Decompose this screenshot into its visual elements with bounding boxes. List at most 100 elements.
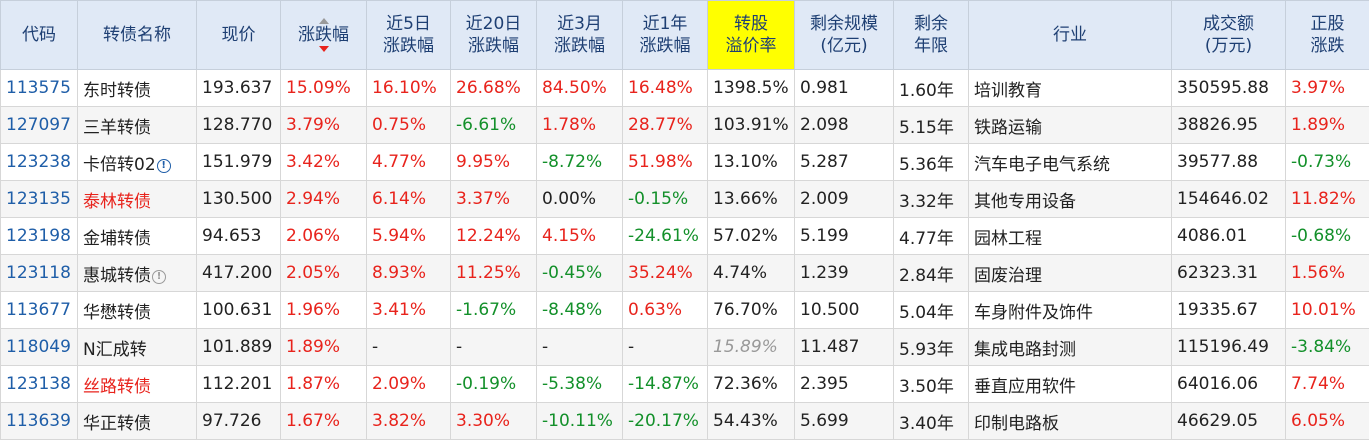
- cell-code[interactable]: 118049: [0, 328, 78, 366]
- cell-scale-text: 2.395: [800, 374, 849, 394]
- cell-chg3m-text: -8.48%: [542, 300, 603, 320]
- cell-code[interactable]: 127097: [0, 106, 78, 144]
- cell-price: 101.889: [196, 328, 281, 366]
- info-icon[interactable]: !: [152, 269, 166, 284]
- header-years[interactable]: 剩余 年限: [893, 0, 969, 70]
- cell-code-text[interactable]: 113575: [6, 78, 71, 98]
- cell-stock-text: 11.82%: [1291, 189, 1356, 209]
- cell-stock: -0.73%: [1285, 143, 1369, 181]
- header-chg1y[interactable]: 近1年 涨跌幅: [622, 0, 708, 70]
- cell-price-text: 97.726: [202, 411, 262, 431]
- cell-change-text: 3.42%: [286, 152, 341, 172]
- cell-name[interactable]: 华正转债: [77, 402, 197, 440]
- cell-chg20d-text: -: [456, 337, 463, 357]
- cell-code-text[interactable]: 118049: [6, 337, 71, 357]
- table-row[interactable]: 113639 华正转债 97.726 1.67% 3.82% 3.30% -10.11% -2…: [0, 402, 1369, 440]
- cell-stock-text: 1.89%: [1291, 115, 1346, 135]
- cell-chg20d: 26.68%: [450, 69, 537, 107]
- cell-chg5d-text: 6.14%: [372, 189, 427, 209]
- cell-chg5d-text: 0.75%: [372, 115, 427, 135]
- cell-name[interactable]: 卡倍转02!: [77, 143, 197, 181]
- cell-name[interactable]: 泰林转债: [77, 180, 197, 218]
- cell-years: 1.60年: [893, 69, 969, 107]
- header-volume[interactable]: 成交额 (万元): [1171, 0, 1286, 70]
- cell-name[interactable]: 丝路转债: [77, 365, 197, 403]
- table-row[interactable]: 113575 东时转债 193.637 15.09% 16.10% 26.68% 84.50…: [0, 69, 1369, 107]
- cell-code[interactable]: 123138: [0, 365, 78, 403]
- header-chg5d-line1: 近5日: [386, 14, 431, 34]
- cell-code[interactable]: 123118: [0, 254, 78, 292]
- header-chg5d-line2: 涨跌幅: [383, 36, 434, 56]
- header-stock[interactable]: 正股 涨跌: [1285, 0, 1369, 70]
- header-name[interactable]: 转债名称: [77, 0, 197, 70]
- cell-name-text[interactable]: 卡倍转02: [83, 154, 156, 175]
- table-row[interactable]: 123118 惠城转债! 417.200 2.05% 8.93% 11.25% -0.45%…: [0, 254, 1369, 292]
- cell-code-text[interactable]: 113639: [6, 411, 71, 431]
- cell-code-text[interactable]: 123198: [6, 226, 71, 246]
- header-chg5d[interactable]: 近5日 涨跌幅: [366, 0, 451, 70]
- table-row[interactable]: 123135 泰林转债 130.500 2.94% 6.14% 3.37% 0.00% -0.…: [0, 180, 1369, 218]
- cell-premium-text: 15.89%: [713, 337, 778, 357]
- cell-name-text[interactable]: 丝路转债: [83, 376, 151, 397]
- cell-code-text[interactable]: 123135: [6, 189, 71, 209]
- cell-name[interactable]: 东时转债: [77, 69, 197, 107]
- cell-change: 1.96%: [280, 291, 367, 329]
- cell-name-text[interactable]: 三羊转债: [83, 117, 151, 138]
- cell-code-text[interactable]: 113677: [6, 300, 71, 320]
- header-scale[interactable]: 剩余规模 (亿元): [794, 0, 894, 70]
- cell-chg1y-text: 28.77%: [628, 115, 693, 135]
- cell-name-text[interactable]: 华正转债: [83, 413, 151, 434]
- cell-change: 2.05%: [280, 254, 367, 292]
- cell-chg20d-text: 3.30%: [456, 411, 511, 431]
- cell-years-text: 5.36年: [899, 154, 954, 175]
- cell-price-text: 151.979: [202, 152, 273, 172]
- cell-code[interactable]: 113677: [0, 291, 78, 329]
- cell-code-text[interactable]: 123138: [6, 374, 71, 394]
- cell-stock: 6.05%: [1285, 402, 1369, 440]
- cell-name[interactable]: 华懋转债: [77, 291, 197, 329]
- cell-price: 151.979: [196, 143, 281, 181]
- header-code[interactable]: 代码: [0, 0, 78, 70]
- cell-name-text[interactable]: N汇成转: [83, 339, 147, 360]
- cell-change-text: 15.09%: [286, 78, 351, 98]
- cell-code-text[interactable]: 127097: [6, 115, 71, 135]
- header-chg20d[interactable]: 近20日 涨跌幅: [450, 0, 537, 70]
- cell-name[interactable]: 惠城转债!: [77, 254, 197, 292]
- cell-code[interactable]: 113575: [0, 69, 78, 107]
- cell-name-text[interactable]: 华懋转债: [83, 302, 151, 323]
- cell-code[interactable]: 123135: [0, 180, 78, 218]
- cell-chg3m-text: 0.00%: [542, 189, 597, 209]
- cell-name[interactable]: 金埔转债: [77, 217, 197, 255]
- cell-name[interactable]: 三羊转债: [77, 106, 197, 144]
- info-icon[interactable]: !: [156, 158, 171, 173]
- header-row: 代码 转债名称 现价 涨跌幅 近5日 涨跌幅 近20日 涨跌幅 近3月 涨跌幅 近1年…: [0, 0, 1369, 70]
- cell-name-text[interactable]: 惠城转债: [83, 265, 151, 286]
- cell-chg1y-text: 51.98%: [628, 152, 693, 172]
- cell-name-text[interactable]: 泰林转债: [83, 191, 151, 212]
- cell-years-text: 2.84年: [899, 265, 954, 286]
- cell-name[interactable]: N汇成转: [77, 328, 197, 366]
- cell-code-text[interactable]: 123118: [6, 263, 71, 283]
- header-change[interactable]: 涨跌幅: [280, 0, 367, 70]
- cell-code[interactable]: 113639: [0, 402, 78, 440]
- cell-name-text[interactable]: 东时转债: [83, 80, 151, 101]
- cell-volume: 62323.31: [1171, 254, 1286, 292]
- table-row[interactable]: 127097 三羊转债 128.770 3.79% 0.75% -6.61% 1.78% 28…: [0, 106, 1369, 144]
- header-industry[interactable]: 行业: [968, 0, 1172, 70]
- cell-years: 5.36年: [893, 143, 969, 181]
- table-row[interactable]: 118049 N汇成转 101.889 1.89% - - - - 15.89% 11.487 5.…: [0, 328, 1369, 366]
- header-price[interactable]: 现价: [196, 0, 281, 70]
- cell-price-text: 130.500: [202, 189, 273, 209]
- cell-code[interactable]: 123198: [0, 217, 78, 255]
- cell-name-text[interactable]: 金埔转债: [83, 228, 151, 249]
- table-row[interactable]: 113677 华懋转债 100.631 1.96% 3.41% -1.67% -8.48% 0…: [0, 291, 1369, 329]
- table-row[interactable]: 123138 丝路转债 112.201 1.87% 2.09% -0.19% -5.38% -…: [0, 365, 1369, 403]
- cell-code-text[interactable]: 123238: [6, 152, 71, 172]
- table-row[interactable]: 123198 金埔转债 94.653 2.06% 5.94% 12.24% 4.15% -24…: [0, 217, 1369, 255]
- table-row[interactable]: 123238 卡倍转02! 151.979 3.42% 4.77% 9.95% -8.72%…: [0, 143, 1369, 181]
- header-chg3m[interactable]: 近3月 涨跌幅: [536, 0, 623, 70]
- header-premium[interactable]: 转股 溢价率: [707, 0, 795, 70]
- cell-industry-text: 垂直应用软件: [974, 376, 1076, 397]
- header-name-label: 转债名称: [103, 25, 171, 45]
- cell-code[interactable]: 123238: [0, 143, 78, 181]
